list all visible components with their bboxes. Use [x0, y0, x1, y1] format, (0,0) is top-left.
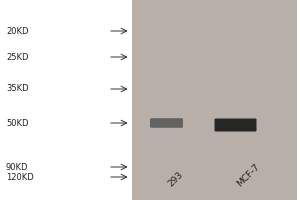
Text: 20KD: 20KD	[6, 26, 28, 36]
Text: 25KD: 25KD	[6, 52, 28, 62]
FancyBboxPatch shape	[214, 118, 256, 132]
Bar	[132, 0, 297, 200]
Text: 293: 293	[167, 170, 185, 188]
Text: 120KD: 120KD	[6, 172, 34, 182]
Text: 90KD: 90KD	[6, 162, 28, 171]
Text: 50KD: 50KD	[6, 118, 28, 128]
FancyBboxPatch shape	[150, 118, 183, 128]
Text: MCF-7: MCF-7	[236, 162, 262, 188]
Text: 35KD: 35KD	[6, 84, 28, 93]
